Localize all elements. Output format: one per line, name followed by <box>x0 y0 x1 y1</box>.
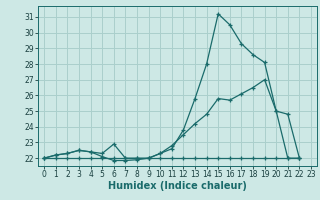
X-axis label: Humidex (Indice chaleur): Humidex (Indice chaleur) <box>108 181 247 191</box>
